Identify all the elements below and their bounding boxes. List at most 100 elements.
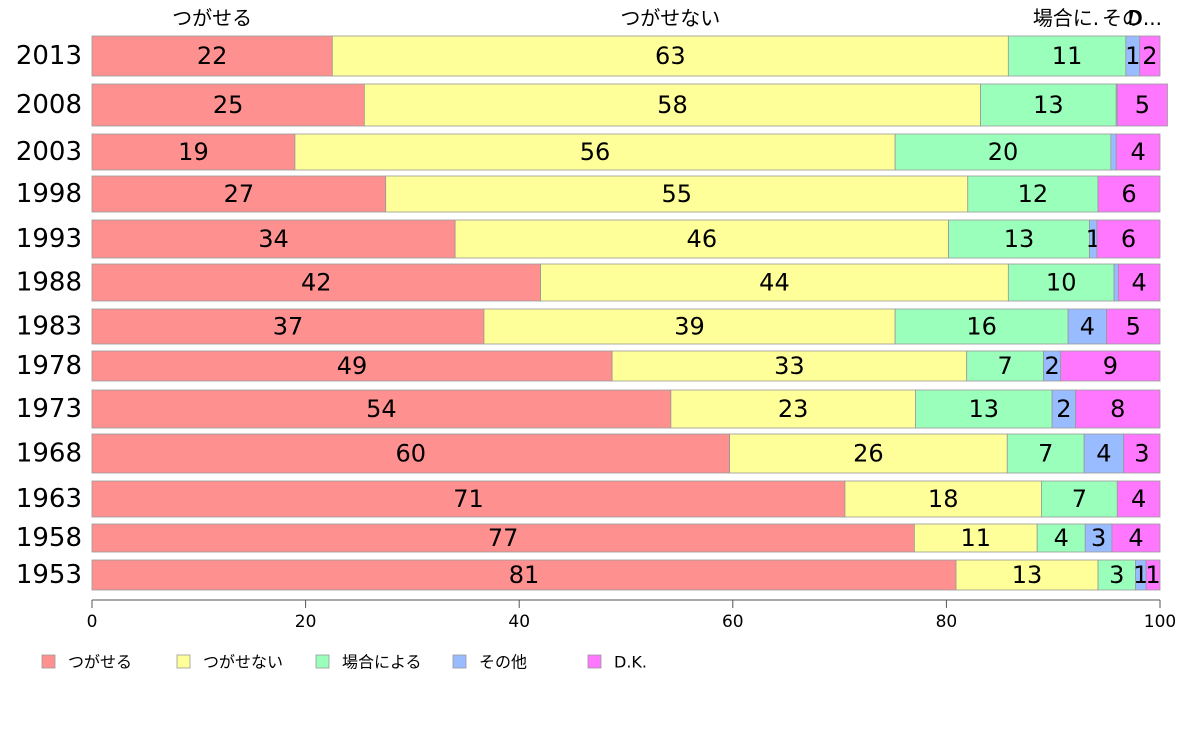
bar-segment-1998-0 [91,175,387,213]
year-label-1963: 1963 [16,484,82,514]
bar-segment-1953-2 [1097,559,1136,591]
year-labels: 2013 2008 2003 1998 1993 1988 1983 1978 1973 1968… [16,41,82,590]
legend-swatch-1 [176,654,191,669]
bar-segment-1968-0 [91,433,730,474]
year-label-1998: 1998 [16,179,82,209]
data-label-1988-2: 10 [1046,269,1077,297]
data-label-1998-1: 55 [661,180,692,208]
data-label-2013-0: 22 [197,42,228,70]
legend: つがせる つがせない 場合による その他 D.K. [41,653,647,672]
x-tick-label-0: 0 [87,612,98,632]
bar-segment-2013-1 [331,35,1009,77]
bar-segment-1958-1 [913,523,1038,553]
bar-segment-1988-3 [1113,263,1119,302]
bar-segment-1993-4 [1096,219,1161,259]
bar-segment-2008-1 [363,83,981,127]
bar-segment-1968-3 [1083,433,1125,474]
bar-segment-2003-2 [894,133,1112,171]
year-label-2008: 2008 [16,90,82,120]
bar-segment-1983-1 [483,308,896,345]
data-label-1978-1: 33 [774,352,805,380]
bar-segment-2003-0 [91,133,296,171]
bar-segment-1978-2 [966,350,1044,382]
legend-swatch-3 [452,654,467,669]
data-label-1988-4: 4 [1132,269,1147,297]
bar-segment-1963-2 [1041,480,1118,518]
data-label-1993-1: 46 [687,225,718,253]
legend-label-3: その他 [479,653,527,672]
data-label-2013-2: 11 [1052,42,1083,70]
year-label-2013: 2013 [16,41,82,71]
x-tick-label-100: 100 [1144,612,1176,632]
legend-label-2: 場合による [342,653,422,672]
bar-segment-1963-0 [91,480,846,518]
bar-segment-1968-2 [1006,433,1085,474]
bar-segment-1983-2 [894,308,1069,345]
bar-segment-1988-0 [91,263,541,302]
data-label-1998-2: 12 [1018,180,1049,208]
bar-segment-2008-4 [1116,83,1168,127]
top-label-2: 場合に. [1033,6,1099,30]
data-label-2008-2: 13 [1033,91,1064,119]
data-label-1953-2: 3 [1109,561,1124,589]
legend-swatch-0 [41,654,56,669]
data-label-1963-1: 18 [928,485,959,513]
top-labels: つがせる つがせない 場合に. そのD... [172,6,1162,30]
bar-segment-1998-1 [385,175,969,213]
bar-segment-1973-0 [91,389,672,429]
bar-segment-1988-4 [1117,263,1161,302]
bar-segment-2013-4 [1139,35,1161,77]
data-label-1968-2: 7 [1038,440,1053,468]
data-label-1973-3: 2 [1056,395,1071,423]
data-label-2003-4: 4 [1130,138,1145,166]
bar-segment-1958-3 [1084,523,1113,553]
legend-swatch-2 [315,654,330,669]
year-label-1973: 1973 [16,394,82,424]
data-label-2003-1: 56 [580,138,611,166]
year-label-2003: 2003 [16,137,82,167]
data-label-1963-0: 71 [453,485,484,513]
data-label-1978-2: 7 [997,352,1012,380]
data-label-1958-2: 4 [1054,524,1069,552]
data-label-2013-3: 1 [1125,42,1140,70]
data-label-1993-2: 13 [1004,225,1035,253]
bar-segment-1993-0 [91,219,456,259]
bar-segment-1973-4 [1075,389,1161,429]
data-label-2008-0: 25 [213,91,244,119]
data-label-1968-4: 3 [1134,440,1149,468]
x-tick-label-60: 60 [722,612,744,632]
x-tick-label-80: 80 [936,612,958,632]
data-label-1953-4: 1 [1145,561,1160,589]
bar-segment-1978-4 [1060,350,1161,382]
bar-segment-1953-0 [91,559,957,591]
data-label-1978-4: 9 [1103,352,1118,380]
year-label-1953: 1953 [16,560,82,590]
bar-segment-1973-1 [670,389,916,429]
bar-segment-1983-0 [91,308,485,345]
data-label-1998-0: 27 [224,180,255,208]
bar-segment-1963-1 [844,480,1042,518]
bar-segment-1993-2 [948,219,1090,259]
x-tick-label-20: 20 [295,612,317,632]
data-label-1968-3: 4 [1096,440,1111,468]
legend-swatch-4 [587,654,602,669]
data-label-1958-3: 3 [1091,524,1106,552]
bar-segment-1953-4 [1145,559,1161,591]
data-label-1968-0: 60 [396,440,427,468]
bar-segment-1998-2 [967,175,1099,213]
year-label-1983: 1983 [16,312,82,342]
data-label-1953-0: 81 [509,561,540,589]
data-label-1958-0: 77 [488,524,519,552]
data-label-1953-1: 13 [1012,561,1043,589]
bar-segment-2003-3 [1110,133,1117,171]
data-label-1983-3: 4 [1080,313,1095,341]
data-label-2008-1: 58 [657,91,688,119]
data-label-2013-1: 63 [655,42,686,70]
bar-segment-1968-4 [1123,433,1161,474]
top-label-4: D... [1128,6,1162,30]
x-axis: 0 20 40 60 80 100 [87,599,1176,632]
data-label-1988-1: 44 [759,269,790,297]
data-label-1978-3: 2 [1044,352,1059,380]
bar-segment-1998-4 [1097,175,1161,213]
